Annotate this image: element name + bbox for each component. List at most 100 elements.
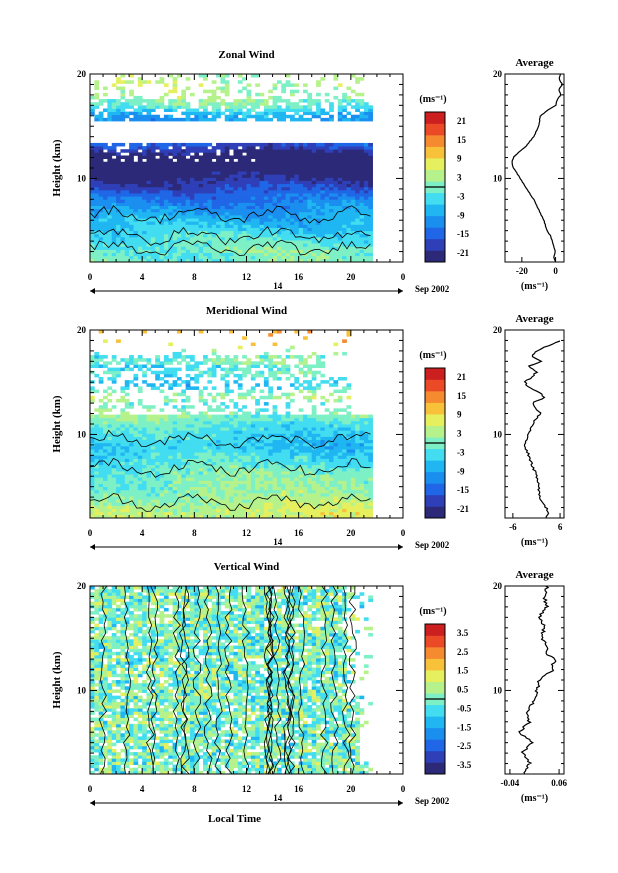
heatmap-cell: [137, 108, 143, 112]
heatmap-cell: [316, 246, 321, 250]
heatmap-cell: [172, 483, 178, 488]
heatmap-cell: [242, 189, 247, 194]
heatmap-cell: [263, 502, 269, 506]
heatmap-cell: [329, 233, 334, 238]
heatmap-cell: [316, 486, 321, 491]
heatmap-cell: [90, 445, 95, 450]
heatmap-cell: [98, 455, 104, 459]
heatmap-cell: [220, 149, 226, 153]
heatmap-cell: [368, 117, 373, 122]
heatmap-cell: [120, 246, 126, 250]
heatmap-cell: [316, 458, 321, 462]
heatmap-cell: [185, 177, 191, 181]
heatmap-cell: [98, 514, 104, 519]
heatmap-cell: [333, 189, 339, 194]
heatmap-cell: [224, 164, 230, 169]
heatmap-cell: [129, 196, 134, 200]
heatmap-cell: [368, 224, 373, 228]
heatmap-cell: [137, 111, 143, 116]
heatmap-cell: [198, 502, 204, 506]
heatmap-cell: [242, 211, 247, 216]
heatmap-cell: [155, 258, 160, 263]
heatmap-cell: [259, 102, 265, 106]
heatmap-cell: [320, 180, 326, 185]
heatmap-cell: [163, 114, 169, 119]
heatmap-cell: [250, 496, 256, 500]
heatmap-cell: [285, 183, 291, 188]
heatmap-cell: [90, 236, 95, 241]
heatmap-cell: [233, 105, 239, 109]
heatmap-cell: [90, 430, 95, 434]
heatmap-cell: [159, 496, 165, 500]
heatmap-cell: [316, 455, 321, 459]
heatmap-cell: [359, 196, 365, 200]
heatmap-cell: [142, 436, 147, 441]
heatmap-cell: [255, 449, 260, 453]
heatmap-cell: [203, 180, 208, 185]
heatmap-cell: [255, 221, 260, 225]
heatmap-cell: [137, 436, 143, 441]
heatmap-cell: [263, 427, 269, 431]
heatmap-cell: [307, 464, 313, 469]
heatmap-cell: [163, 117, 169, 122]
heatmap-cell: [94, 511, 100, 516]
heatmap-cell: [142, 430, 147, 434]
heatmap-cell: [233, 186, 239, 191]
heatmap-cell: [120, 86, 126, 91]
heatmap-cell: [316, 233, 321, 238]
heatmap-cell: [363, 117, 369, 122]
heatmap-cell: [133, 502, 139, 506]
heatmap-cell: [272, 464, 278, 469]
heatmap-cell: [168, 467, 173, 472]
heatmap-cell: [250, 142, 256, 147]
heatmap-cell: [342, 199, 347, 203]
heatmap-cell: [320, 433, 326, 437]
heatmap-cell: [146, 492, 152, 497]
heatmap-cell: [168, 452, 173, 456]
heatmap-cell: [133, 227, 139, 232]
heatmap-cell: [368, 499, 373, 503]
heatmap-cell: [346, 86, 352, 91]
heatmap-cell: [137, 102, 143, 106]
heatmap-cell: [242, 205, 247, 210]
heatmap-cell: [294, 208, 300, 213]
heatmap-cell: [281, 430, 287, 434]
heatmap-cell: [142, 227, 147, 232]
heatmap-cell: [363, 227, 369, 232]
heatmap-cell: [189, 224, 195, 228]
heatmap-cell: [150, 505, 156, 509]
heatmap-cell: [276, 218, 282, 222]
heatmap-cell: [255, 224, 260, 228]
heatmap-cell: [103, 171, 108, 175]
heatmap-cell: [263, 511, 269, 516]
heatmap-cell: [203, 430, 208, 434]
heatmap-cell: [259, 430, 265, 434]
heatmap-cell: [137, 183, 143, 188]
heatmap-cell: [237, 511, 243, 516]
heatmap-cell: [211, 199, 217, 203]
heatmap-cell: [268, 461, 273, 466]
heatmap-cell: [250, 508, 256, 513]
heatmap-cell: [107, 205, 113, 210]
heatmap-cell: [94, 117, 100, 122]
heatmap-cell: [203, 205, 208, 210]
heatmap-cell: [350, 117, 356, 122]
heatmap-cell: [303, 464, 308, 469]
heatmap-cell: [203, 224, 208, 228]
heatmap-cell: [311, 168, 317, 172]
heatmap-cell: [250, 161, 256, 166]
heatmap-cell: [159, 230, 165, 235]
heatmap-cell: [198, 458, 204, 462]
heatmap-cell: [150, 480, 156, 484]
heatmap-cell: [163, 424, 169, 428]
heatmap-cell: [181, 255, 187, 260]
heatmap-cell: [368, 464, 373, 469]
heatmap-cell: [198, 427, 204, 431]
heatmap-cell: [359, 215, 365, 219]
heatmap-cell: [163, 199, 169, 203]
heatmap-cell: [259, 502, 265, 506]
heatmap-cell: [224, 208, 230, 213]
heatmap-cell: [203, 152, 208, 156]
heatmap-cell: [311, 227, 317, 232]
